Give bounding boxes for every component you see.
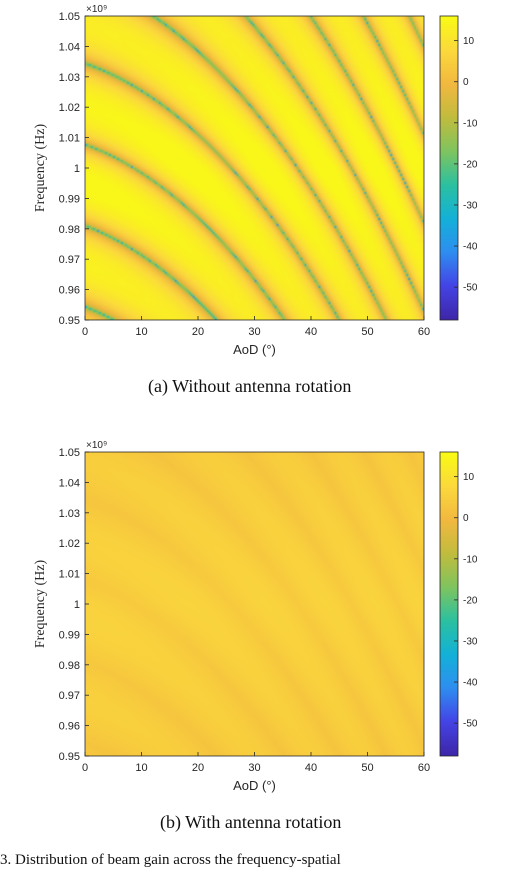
figure-footer-text: 3. Distribution of beam gain across the … [0,852,341,868]
x-tick-label: 10 [135,762,147,774]
caption-a: (a) Without antenna rotation [148,376,352,396]
x-tick-label: 60 [418,326,430,338]
y-tick-label: 1.05 [59,11,80,23]
x-axis-label: AoD (°) [233,778,276,793]
y-exponent-label: ×10⁹ [86,440,107,451]
y-tick-label: 0.96 [59,285,80,297]
colorbar-tick-label: 0 [463,513,469,524]
colorbar-tick-label: -20 [463,159,478,170]
colorbar-tick-label: 10 [463,472,475,483]
y-tick-label: 0.95 [59,751,80,763]
y-axis-label: Frequency (Hz) [33,124,48,213]
colorbar-frame [439,15,459,321]
x-tick-label: 10 [135,326,147,338]
x-tick-label: 50 [361,762,373,774]
colorbar-tick-label: 10 [463,36,475,47]
x-tick-label: 40 [305,326,317,338]
y-tick-label: 1.03 [59,72,80,84]
y-tick-label: 1 [74,599,80,611]
caption-b: (b) With antenna rotation [160,812,342,832]
x-tick-label: 30 [248,326,260,338]
heatmap-panel-b: 0 10 20 30 40 50 60 0.95 0.96 0.97 0.98 0.99 1 1.01 1.… [33,440,478,793]
colorbar-tick-label: -10 [463,118,478,129]
colorbar-tick-label: -50 [463,719,478,730]
heatmap-image [85,452,424,756]
y-tick-label: 1.01 [59,133,80,145]
colorbar-tick-label: -40 [463,678,478,689]
y-tick-label: 0.97 [59,254,80,266]
y-tick-label: 0.95 [59,315,80,327]
colorbar-tick-label: 0 [463,77,469,88]
x-tick-label: 0 [82,326,88,338]
y-tick-label: 0.98 [59,660,80,672]
y-tick-label: 1.05 [59,447,80,459]
heatmap-panel-a: 0 10 20 30 40 50 60 0.95 0.96 0.97 0.98 0.99 1 1.01 1.… [33,4,478,357]
y-tick-label: 0.96 [59,721,80,733]
colorbar [440,452,458,756]
colorbar-tick-label: -30 [463,200,478,211]
y-tick-label: 1.03 [59,508,80,520]
colorbar-tick-label: -30 [463,636,478,647]
x-tick-label: 60 [418,762,430,774]
x-tick-label: 40 [305,762,317,774]
colorbar-tick-label: -20 [463,595,478,606]
colorbar-tick-label: -10 [463,554,478,565]
heatmap-image [85,16,424,320]
x-tick-label: 20 [192,762,204,774]
y-tick-label: 1.04 [59,41,80,53]
y-tick-label: 0.98 [59,224,80,236]
y-tick-label: 1 [74,163,80,175]
y-tick-label: 1.04 [59,477,80,489]
y-exponent-label: ×10⁹ [86,4,107,15]
x-tick-label: 50 [361,326,373,338]
y-tick-label: 0.97 [59,690,80,702]
colorbar [440,16,458,320]
x-axis-label: AoD (°) [233,342,276,357]
y-tick-label: 0.99 [59,629,80,641]
x-tick-label: 20 [192,326,204,338]
colorbar-frame [439,451,459,757]
y-tick-label: 0.99 [59,193,80,205]
y-tick-label: 1.02 [59,538,80,550]
y-tick-label: 1.02 [59,102,80,114]
y-tick-label: 1.01 [59,569,80,581]
colorbar-tick-label: -40 [463,242,478,253]
x-tick-label: 0 [82,762,88,774]
colorbar-tick-label: -50 [463,283,478,294]
y-axis-label: Frequency (Hz) [33,560,48,649]
x-tick-label: 30 [248,762,260,774]
